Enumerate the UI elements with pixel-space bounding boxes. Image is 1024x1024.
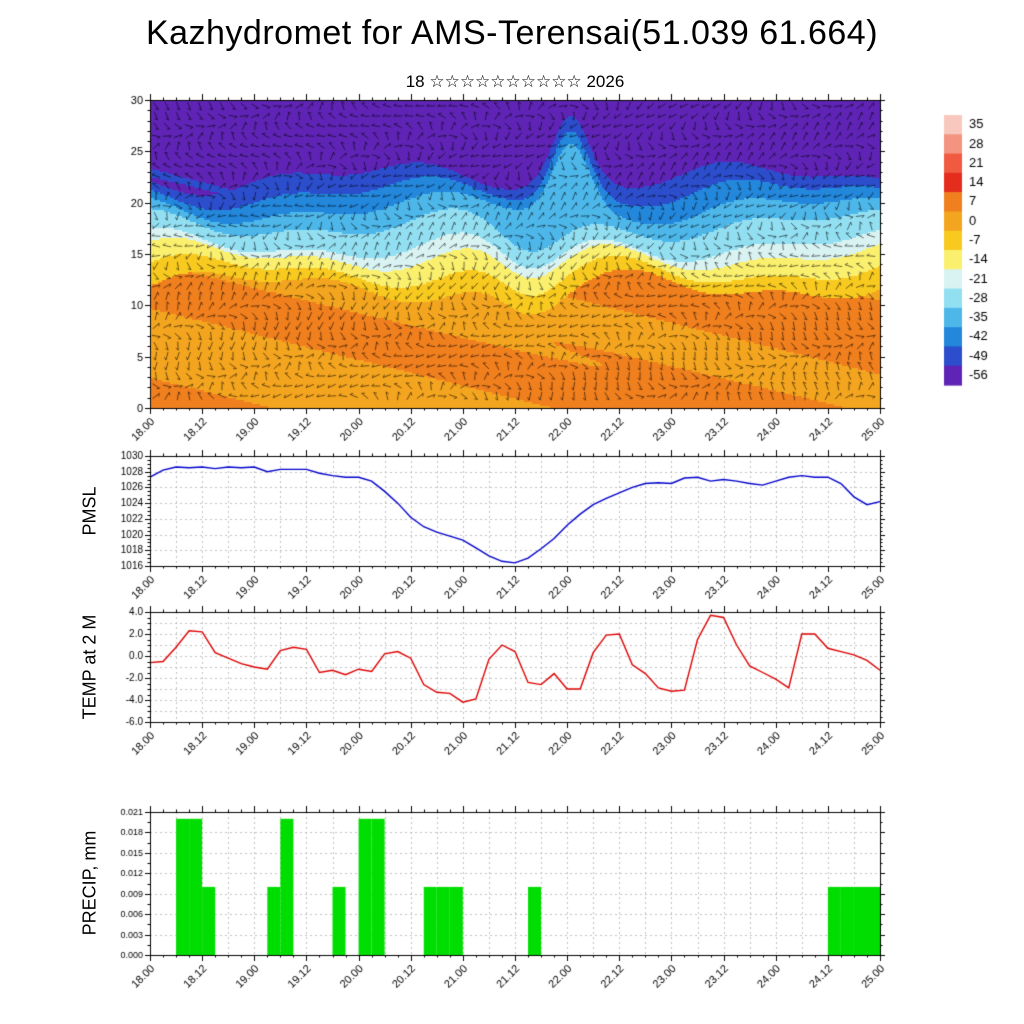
page-title: Kazhydromet for AMS-Terensai(51.039 61.6… bbox=[145, 14, 879, 52]
date-subtitle: 18 ☆☆☆☆☆☆☆☆☆☆ 2026 bbox=[405, 72, 625, 91]
precip-axis-label: PRECIP, mm bbox=[79, 830, 100, 936]
pmsl-axis-label: PMSL bbox=[79, 486, 100, 536]
temp-axis-label: TEMP at 2 M bbox=[79, 614, 100, 720]
